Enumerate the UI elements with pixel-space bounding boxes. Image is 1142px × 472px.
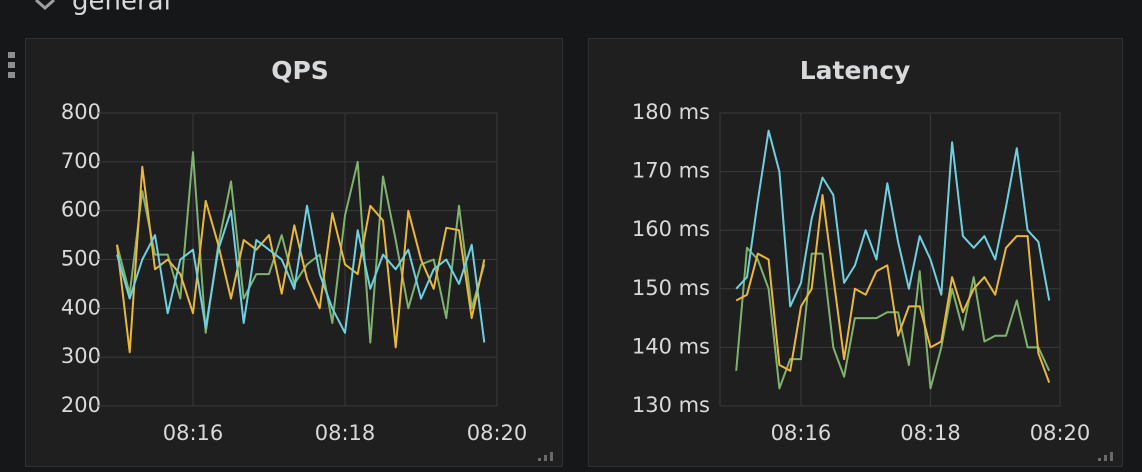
x-tick-label: 08:16	[163, 421, 224, 445]
y-tick-label: 150 ms	[632, 276, 710, 300]
panel	[25, 38, 563, 467]
panel-title: QPS	[271, 56, 329, 85]
y-tick-label: 700	[61, 149, 101, 173]
y-tick-label: 800	[61, 100, 101, 124]
x-tick-label: 08:20	[1030, 421, 1091, 445]
y-tick-label: 500	[61, 247, 101, 271]
y-tick-label: 400	[61, 295, 101, 319]
resize-handle[interactable]	[1098, 452, 1113, 461]
y-tick-label: 160 ms	[632, 217, 710, 241]
y-tick-label: 130 ms	[632, 393, 710, 417]
panel	[588, 38, 1123, 467]
series-line	[116, 204, 486, 343]
x-tick-label: 08:18	[900, 421, 961, 445]
y-tick-label: 180 ms	[632, 100, 710, 124]
row-title[interactable]: general	[72, 0, 171, 17]
y-tick-label: 300	[61, 344, 101, 368]
series-line	[735, 246, 1051, 390]
y-tick-label: 140 ms	[632, 334, 710, 358]
row-chevron[interactable]	[35, 0, 55, 11]
resize-handle[interactable]	[538, 452, 553, 461]
x-tick-label: 08:16	[771, 421, 832, 445]
y-tick-label: 600	[61, 198, 101, 222]
y-tick-label: 200	[61, 393, 101, 417]
panel-title: Latency	[800, 56, 911, 85]
drag-handle[interactable]	[8, 52, 15, 78]
y-tick-label: 170 ms	[632, 159, 710, 183]
series-line	[735, 129, 1051, 308]
x-tick-label: 08:20	[467, 421, 528, 445]
x-tick-label: 08:18	[315, 421, 376, 445]
series-line	[735, 194, 1051, 383]
